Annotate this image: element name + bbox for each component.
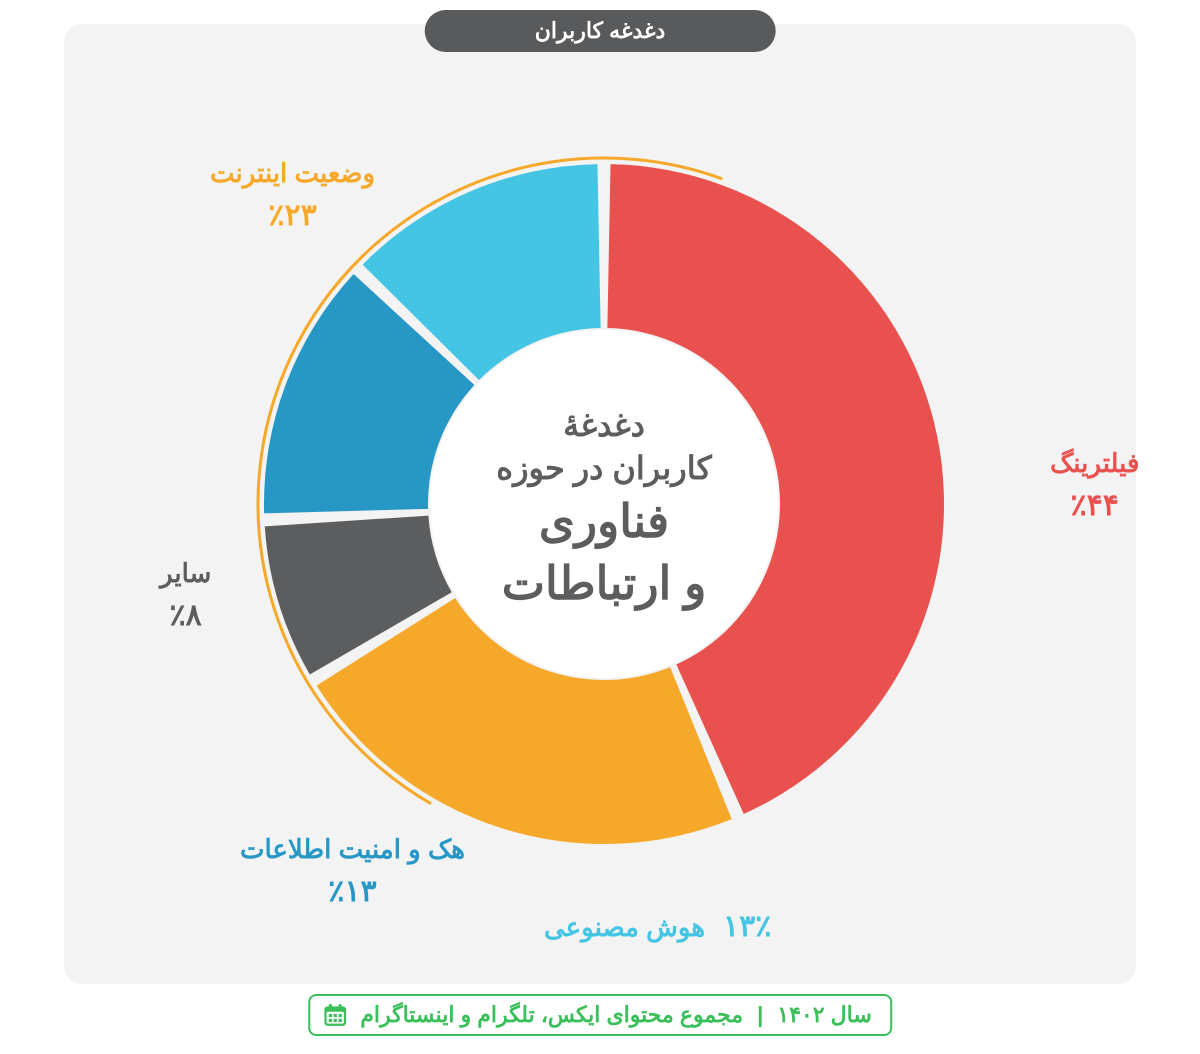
footer-source: مجموع محتوای ایکس، تلگرام و اینستاگرام: [360, 1002, 743, 1028]
center-line-1: دغدغهٔ: [464, 404, 744, 447]
slice-name-other: سایر: [160, 554, 211, 593]
chart-center-label: دغدغهٔ کاربران در حوزه فناوری و ارتباطات: [464, 404, 744, 615]
slice-pct-internet: ٪۲۳: [210, 193, 375, 238]
slice-pct-security: ٪۱۳: [240, 869, 465, 914]
footer-source-box: سال ۱۴۰۲ | مجموع محتوای ایکس، تلگرام و ا…: [308, 994, 892, 1036]
slice-pct-ai: ۱۳٪: [723, 910, 771, 943]
chart-title-pill: دغدغه کاربران: [425, 10, 776, 52]
footer-separator: |: [757, 1002, 763, 1028]
chart-title: دغدغه کاربران: [535, 18, 666, 43]
calendar-icon: [322, 1002, 348, 1028]
center-line-2: کاربران در حوزه: [464, 447, 744, 490]
slice-label-filtering: فیلترینگ٪۴۴: [1050, 444, 1139, 528]
slice-name-security: هک و امنیت اطلاعات: [240, 830, 465, 869]
slice-label-internet: وضعیت اینترنت٪۲۳: [210, 154, 375, 238]
slice-label-security: هک و امنیت اطلاعات٪۱۳: [240, 830, 465, 914]
slice-label-ai: ۱۳٪ هوش مصنوعی: [544, 904, 771, 949]
chart-area: دغدغهٔ کاربران در حوزه فناوری و ارتباطات…: [64, 24, 1136, 984]
slice-label-other: سایر٪۸: [160, 554, 211, 638]
slice-name-ai: هوش مصنوعی: [544, 912, 705, 942]
center-line-3: فناوری: [464, 490, 744, 552]
center-line-4: و ارتباطات: [464, 552, 744, 614]
slice-name-internet: وضعیت اینترنت: [210, 154, 375, 193]
slice-name-filtering: فیلترینگ: [1050, 444, 1139, 483]
footer-year: سال ۱۴۰۲: [777, 1002, 872, 1028]
slice-pct-other: ٪۸: [160, 593, 211, 638]
slice-pct-filtering: ٪۴۴: [1050, 483, 1139, 528]
